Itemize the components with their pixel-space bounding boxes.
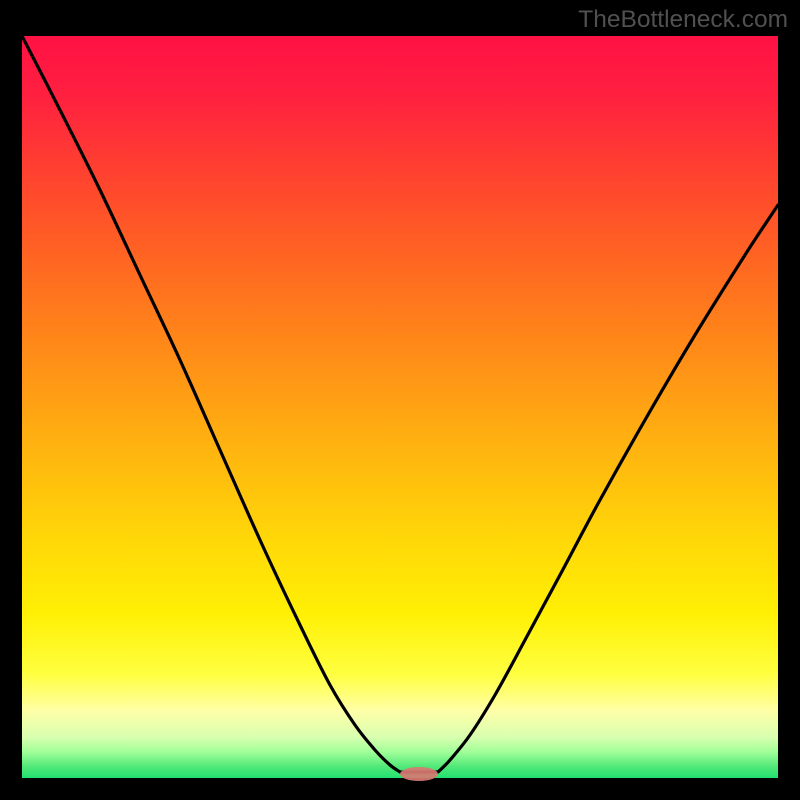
bottleneck-chart: TheBottleneck.com xyxy=(0,0,800,800)
plot-area xyxy=(22,36,778,778)
chart-svg xyxy=(0,0,800,800)
watermark-text: TheBottleneck.com xyxy=(578,6,788,34)
optimal-point-marker xyxy=(400,767,438,781)
